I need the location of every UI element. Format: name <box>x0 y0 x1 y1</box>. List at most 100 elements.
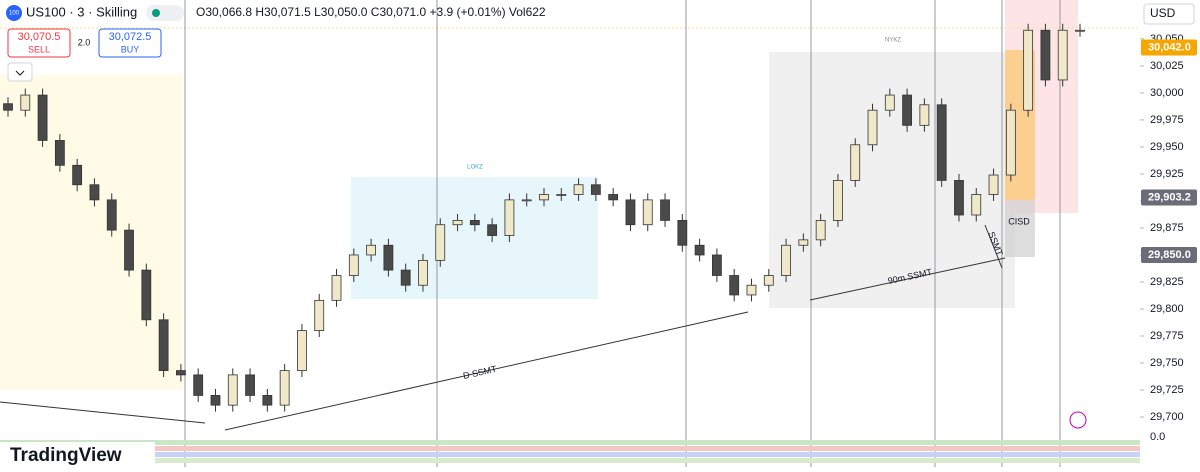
candle-body <box>798 239 809 246</box>
buy-price: 30,072.5 <box>109 31 152 43</box>
price-tag <box>1141 39 1197 56</box>
y-tick-label: 29,800 <box>1150 303 1184 315</box>
candle-body <box>919 104 930 126</box>
y-tick-label: 29,975 <box>1150 114 1184 126</box>
candle-body <box>89 184 100 201</box>
candle-body <box>556 194 567 196</box>
candle-body <box>20 94 31 111</box>
candle-body <box>418 259 428 286</box>
session-box <box>0 75 183 390</box>
y-tick-label: 29,750 <box>1150 357 1184 369</box>
candle-body <box>608 194 619 201</box>
stop-box <box>1005 200 1035 257</box>
candle-body <box>573 184 584 195</box>
candle-body <box>37 94 48 141</box>
candle-body <box>867 109 878 146</box>
candle-body <box>815 220 826 241</box>
logo-bg <box>0 442 155 467</box>
buy-label: BUY <box>121 44 140 54</box>
sell-button[interactable] <box>7 28 71 58</box>
y-tick-label: 29,950 <box>1150 141 1184 153</box>
candle-body <box>141 269 152 321</box>
y-tick-label: 30,025 <box>1150 60 1184 72</box>
candle-body <box>348 254 359 276</box>
candle-body <box>590 184 601 195</box>
candle-body <box>954 180 964 216</box>
candle-body <box>314 299 325 332</box>
price-tag-label: 29,850.0 <box>1148 249 1191 261</box>
chevron <box>15 70 25 76</box>
currency: USD <box>1150 6 1176 20</box>
lokz-box <box>351 177 598 299</box>
status-dot <box>152 9 160 17</box>
y-tick-label: 29,700 <box>1150 411 1184 423</box>
symbol: US100 · 3 · Skilling <box>26 4 137 19</box>
indicator-strip <box>0 440 1140 463</box>
candle-body <box>850 144 861 181</box>
ohlc: O30,066.8 H30,071.5 L30,050.0 C30,071.0 … <box>196 5 546 19</box>
candle-body <box>971 194 982 216</box>
candle-body <box>988 174 999 195</box>
candle-body <box>193 374 204 396</box>
candle-body <box>694 244 705 256</box>
candle-body <box>245 374 255 396</box>
buy-button[interactable] <box>98 28 162 58</box>
candle-body <box>297 330 307 371</box>
candle-body <box>1023 29 1034 111</box>
candle-body <box>1075 29 1085 32</box>
candle-body <box>936 104 947 181</box>
annotation: NYKZ <box>885 38 901 44</box>
candle-body <box>1040 29 1051 81</box>
logo: TradingView <box>10 445 122 466</box>
price-tag-label: 30,042.0 <box>1148 41 1191 53</box>
candle-body <box>54 140 65 166</box>
annotation: LOKZ <box>467 165 483 171</box>
candle-body <box>712 254 722 276</box>
sell-label: SELL <box>28 44 50 54</box>
candle-body <box>158 319 169 371</box>
currency-button[interactable] <box>1143 3 1195 25</box>
spread: 2.0 <box>78 37 91 47</box>
candle-body <box>279 370 290 406</box>
candle-body <box>539 194 549 201</box>
candle-body <box>746 284 757 296</box>
candle-body <box>106 199 117 231</box>
candle-body <box>1005 109 1016 176</box>
collapse-button[interactable] <box>7 62 33 82</box>
candle-body <box>729 275 740 296</box>
y-tick-label: 29,825 <box>1150 276 1184 288</box>
symbol-badge <box>6 5 22 21</box>
alert-icon[interactable] <box>1069 411 1087 429</box>
candle-body <box>625 199 636 226</box>
price-tag-label: 29,903.2 <box>1148 191 1191 203</box>
candle-body <box>452 220 463 226</box>
y-tick-label: 29,875 <box>1150 222 1184 234</box>
candle-body <box>504 199 515 236</box>
candle-body <box>210 395 221 406</box>
candle-body <box>176 370 186 376</box>
annotation: CISD <box>1008 216 1030 226</box>
nykz-box <box>769 52 1015 308</box>
candle-body <box>884 94 895 111</box>
candle-body <box>435 224 446 261</box>
candle-body <box>331 275 342 301</box>
candle-body <box>677 220 688 246</box>
candle-body <box>469 220 480 226</box>
candle-body <box>902 94 912 126</box>
status-pill <box>146 5 184 21</box>
y-tick-label: 29,725 <box>1150 384 1184 396</box>
candle-body <box>660 199 670 221</box>
y-tick-label: 29,775 <box>1150 330 1184 342</box>
annotation: D SSMT <box>462 364 498 381</box>
candle-body <box>227 374 238 406</box>
candle-body <box>833 180 843 221</box>
y-tick-label: 29,925 <box>1150 168 1184 180</box>
price-tag <box>1141 189 1197 206</box>
sell-price: 30,070.5 <box>18 31 61 43</box>
price-axis <box>1140 0 1200 467</box>
candle-body <box>383 244 394 271</box>
candle-body <box>642 199 653 226</box>
volume-axis-label: 0.0 <box>1150 431 1165 443</box>
candle-body <box>262 395 273 406</box>
